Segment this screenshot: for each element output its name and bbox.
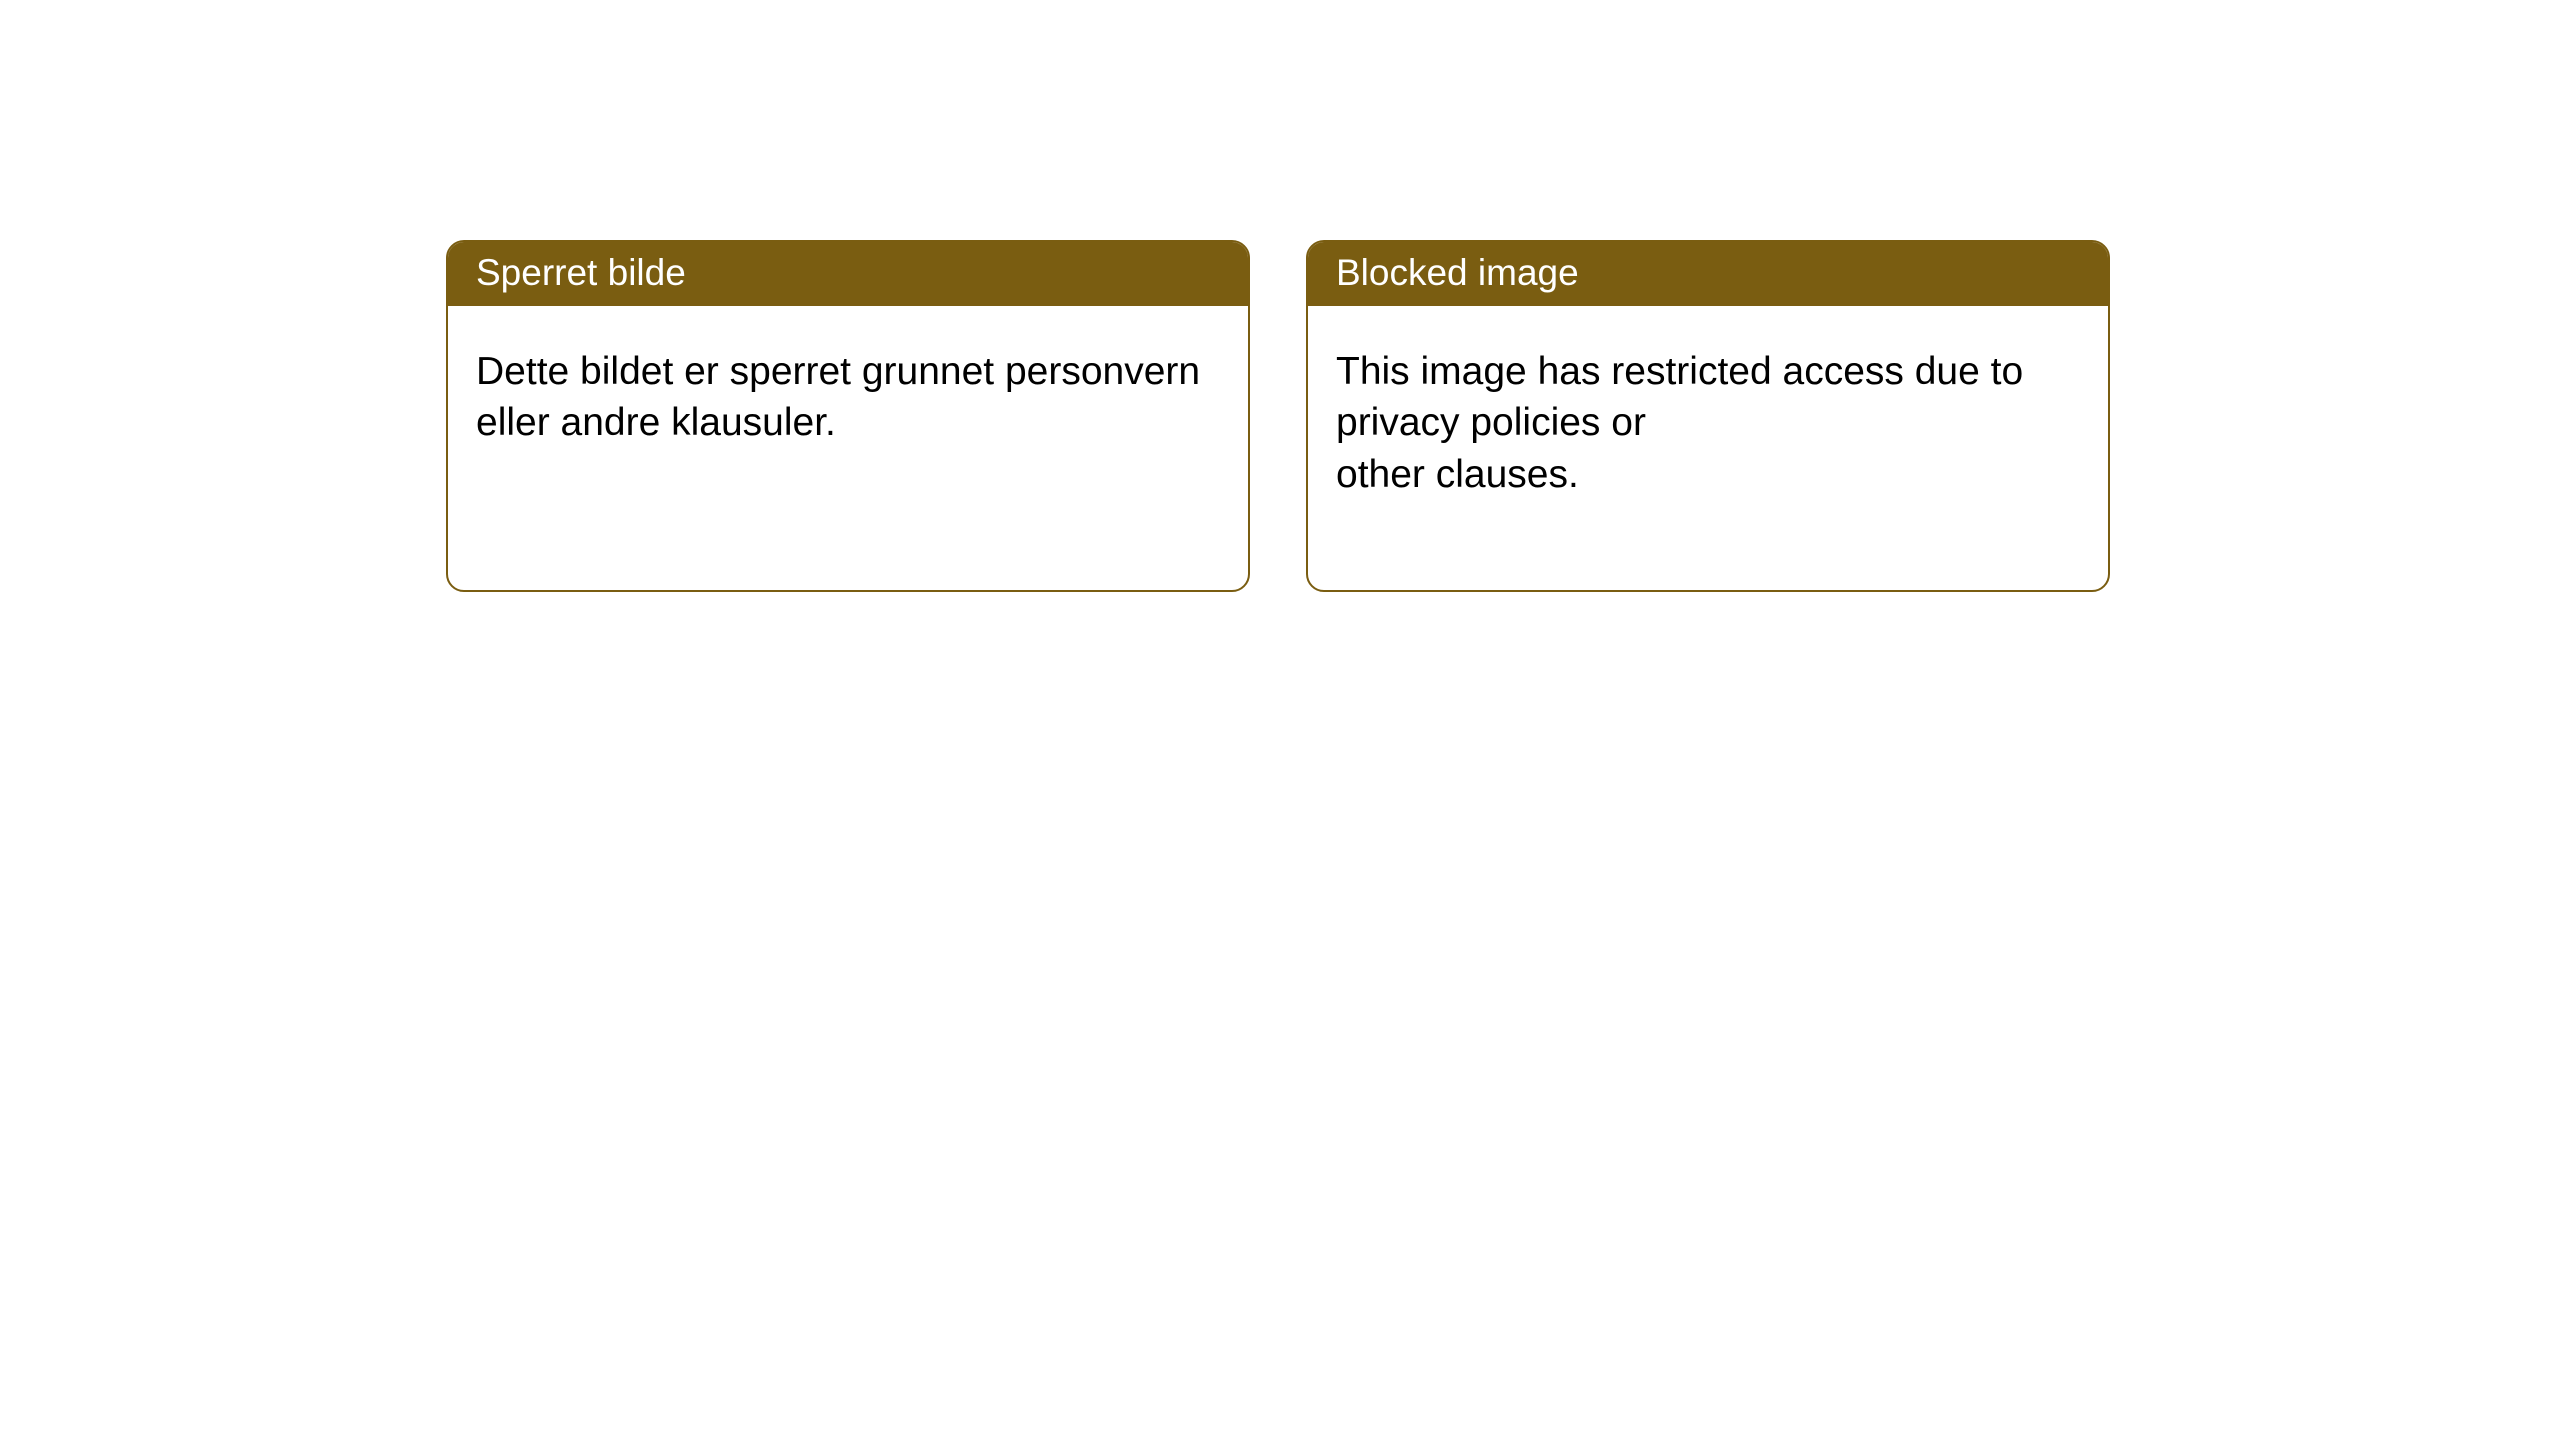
- notice-body-en: This image has restricted access due to …: [1308, 306, 2108, 590]
- notice-container: Sperret bilde Dette bildet er sperret gr…: [0, 0, 2560, 592]
- notice-title-no: Sperret bilde: [448, 242, 1248, 306]
- notice-card-no: Sperret bilde Dette bildet er sperret gr…: [446, 240, 1250, 592]
- notice-card-en: Blocked image This image has restricted …: [1306, 240, 2110, 592]
- notice-title-en: Blocked image: [1308, 242, 2108, 306]
- notice-body-no: Dette bildet er sperret grunnet personve…: [448, 306, 1248, 539]
